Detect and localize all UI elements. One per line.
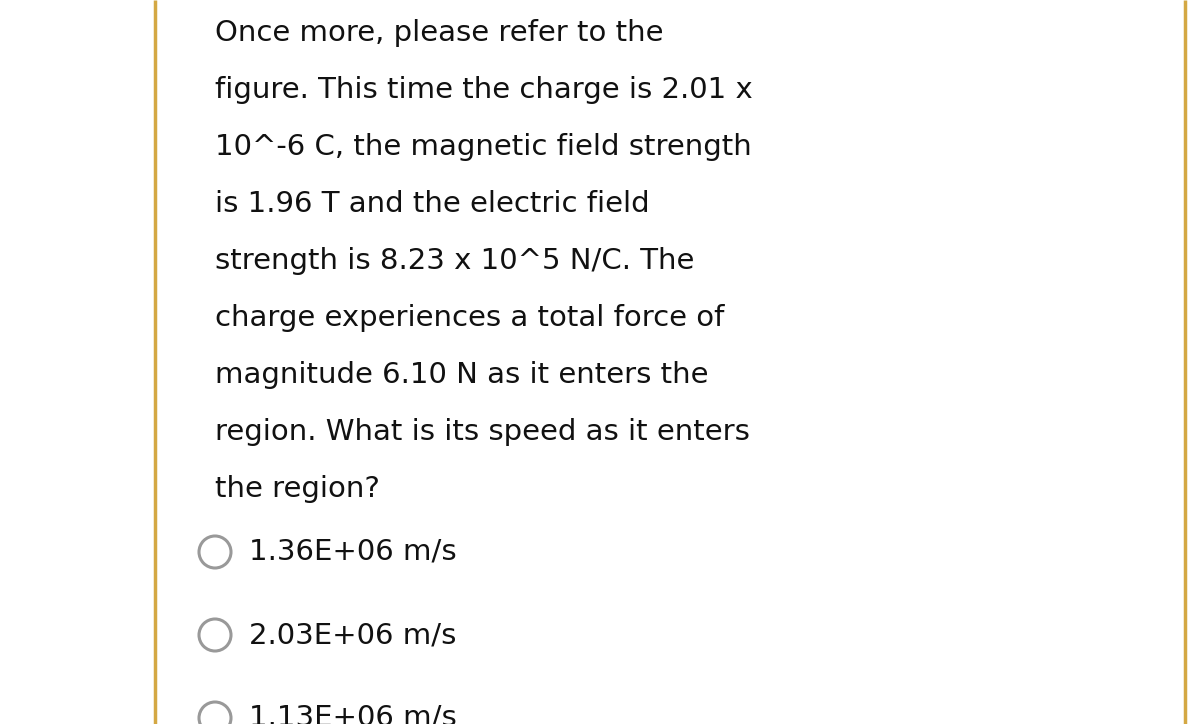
Text: 1.36E+06 m/s: 1.36E+06 m/s xyxy=(250,538,457,566)
Text: the region?: the region? xyxy=(215,475,380,503)
Text: magnitude 6.10 N as it enters the: magnitude 6.10 N as it enters the xyxy=(215,361,708,389)
Text: charge experiences a total force of: charge experiences a total force of xyxy=(215,304,725,332)
Text: Once more, please refer to the: Once more, please refer to the xyxy=(215,19,664,47)
Text: 1.13E+06 m/s: 1.13E+06 m/s xyxy=(250,704,457,724)
Text: region. What is its speed as it enters: region. What is its speed as it enters xyxy=(215,418,750,446)
Text: 2.03E+06 m/s: 2.03E+06 m/s xyxy=(250,621,456,649)
Text: is 1.96 T and the electric field: is 1.96 T and the electric field xyxy=(215,190,649,218)
Text: figure. This time the charge is 2.01 x: figure. This time the charge is 2.01 x xyxy=(215,76,752,104)
Text: strength is 8.23 x 10^5 N/C. The: strength is 8.23 x 10^5 N/C. The xyxy=(215,247,695,275)
Text: 10^-6 C, the magnetic field strength: 10^-6 C, the magnetic field strength xyxy=(215,133,751,161)
